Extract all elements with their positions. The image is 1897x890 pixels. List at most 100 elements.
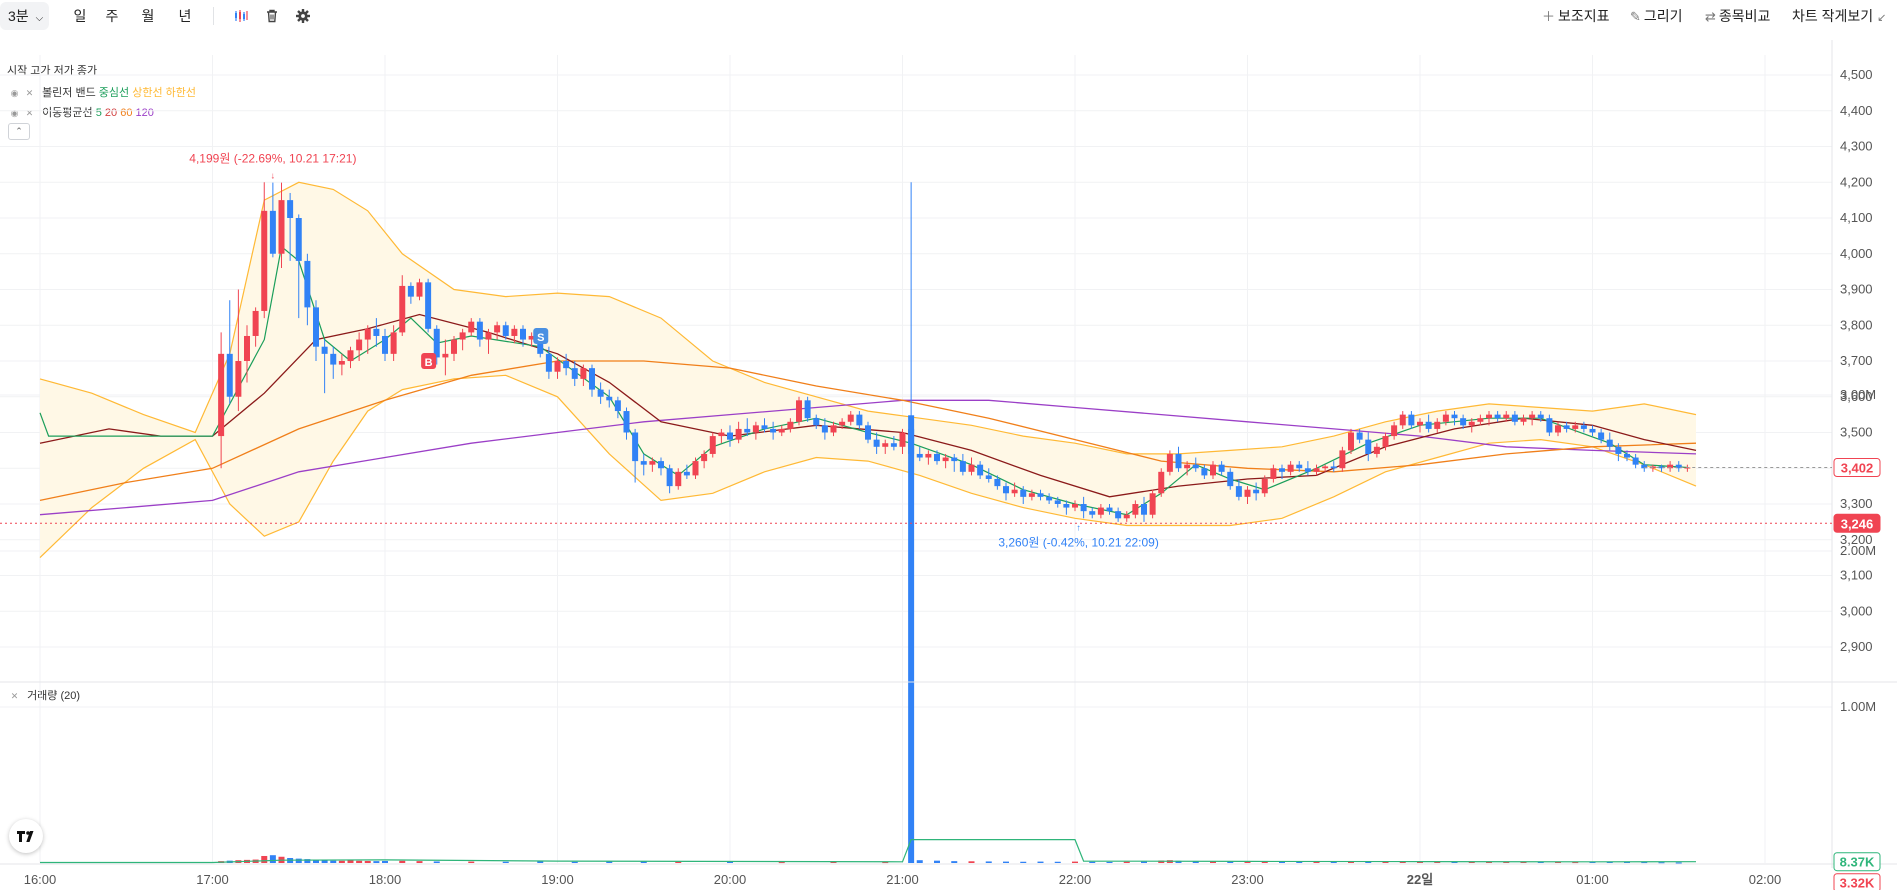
volume-bar [908, 415, 915, 863]
candle-body [1520, 418, 1527, 422]
price-tick-label: 3,900 [1840, 282, 1873, 297]
candle-body [1598, 432, 1605, 440]
candle-body [425, 282, 432, 329]
volume-bar [1279, 861, 1285, 863]
candle-body [1529, 414, 1536, 419]
timeframe-dropdown[interactable]: 3분 ⌵ [0, 2, 50, 30]
close-icon[interactable]: ✕ [25, 88, 34, 98]
sell-marker-label: S [537, 332, 544, 344]
candle-body [537, 335, 544, 354]
trash-icon[interactable] [264, 8, 280, 24]
candle-body [1054, 500, 1061, 504]
candle-body [1304, 468, 1311, 472]
volume-bar [1417, 861, 1423, 863]
candle-body [890, 443, 897, 447]
last-close-badge: 3,402 [1841, 461, 1874, 476]
timeframe-year[interactable]: 년 [178, 8, 192, 24]
candle-body [1434, 421, 1441, 429]
volume-bar [640, 861, 647, 863]
eye-icon[interactable]: ◉ [10, 108, 19, 118]
compare-button[interactable]: ⇄ 종목비교 [1705, 0, 1770, 32]
tradingview-logo[interactable] [9, 819, 43, 853]
candle-body [347, 350, 354, 361]
volume-bar [338, 860, 345, 863]
timeframe-day[interactable]: 일 [73, 8, 87, 24]
volume-bar [1555, 861, 1561, 863]
candle-body [1425, 421, 1432, 429]
candle-body [1313, 468, 1320, 472]
candle-body [554, 361, 561, 372]
candle-body [321, 346, 328, 354]
volume-bar [951, 861, 958, 863]
volume-bar [330, 860, 337, 863]
volume-bar [399, 860, 406, 863]
buy-marker-label: B [425, 357, 433, 369]
candle-body [632, 432, 639, 462]
candle-body [1192, 464, 1199, 469]
candle-body [1589, 428, 1596, 433]
candle-body [1322, 466, 1329, 469]
candle-body [1028, 493, 1035, 497]
draw-button[interactable]: ✎ 그리기 [1630, 0, 1683, 32]
sell-marker [533, 327, 549, 344]
candle-body [873, 439, 880, 447]
candle-body [382, 335, 388, 354]
candle-body [1477, 418, 1484, 422]
ma120-line [39, 399, 1697, 516]
volume-bar [1072, 861, 1078, 863]
candle-body [1063, 504, 1070, 508]
timeframe-week[interactable]: 주 [105, 8, 119, 24]
volume-bar [468, 861, 475, 863]
x-tick-label: 18:00 [369, 872, 402, 887]
bollinger-name: 볼린저 밴드 [42, 87, 96, 99]
indicator-button[interactable]: ＋ 보조지표 [1542, 0, 1610, 32]
volume-bar [364, 860, 371, 863]
candle-body [1244, 489, 1251, 497]
candle-body [1511, 414, 1518, 422]
timeframe-month[interactable]: 월 [141, 8, 155, 24]
ohlc-legend: 시작 고가 저가 종가 [7, 65, 98, 77]
candle-body [313, 307, 319, 347]
close-icon[interactable]: ✕ [25, 108, 34, 118]
volume-last-badge: 3.32K [1840, 876, 1875, 890]
draw-label: 그리기 [1643, 8, 1683, 24]
candle-body [244, 335, 250, 361]
gear-icon[interactable] [295, 8, 311, 24]
candle-body [1382, 436, 1389, 447]
candle-body [1330, 466, 1337, 469]
eye-icon[interactable]: ◉ [10, 88, 19, 98]
candle-body [451, 339, 457, 354]
candle-body [399, 285, 406, 333]
ma20-label: 20 [104, 107, 118, 119]
candle-body [269, 210, 276, 254]
candle-body [865, 425, 871, 440]
candle-body [1580, 425, 1587, 429]
candle-body [692, 461, 699, 476]
candle-body [1080, 504, 1087, 512]
candle-body [761, 425, 768, 429]
x-tick-label: 20:00 [714, 872, 747, 887]
candle-body [1451, 414, 1458, 419]
price-tick-label: 4,000 [1840, 246, 1873, 261]
volume-bar [1624, 861, 1630, 863]
low-price-annotation: 3,260원 (-0.42%, 10.21 22:09) [998, 535, 1158, 549]
volume-bar [778, 862, 785, 864]
candle-body [1356, 432, 1363, 440]
volume-tick-label: 3.00M [1840, 387, 1876, 402]
candle-body [364, 328, 371, 340]
volume-bar [321, 860, 328, 863]
volume-bar [727, 861, 733, 863]
volume-bar [1192, 861, 1199, 863]
volume-bar [313, 859, 319, 863]
candle-body [899, 432, 906, 447]
candle-body [459, 332, 466, 340]
candle-body [1399, 414, 1406, 426]
close-icon[interactable]: ✕ [10, 691, 19, 701]
candle-body [1227, 471, 1234, 487]
candle-style-icon[interactable] [233, 8, 249, 24]
volume-bar [1589, 861, 1596, 863]
shrink-chart-button[interactable]: 차트 작게보기 ↙ [1792, 0, 1889, 32]
candle-body [1555, 425, 1561, 433]
legend-collapse-button[interactable]: ⌃ [8, 123, 30, 140]
